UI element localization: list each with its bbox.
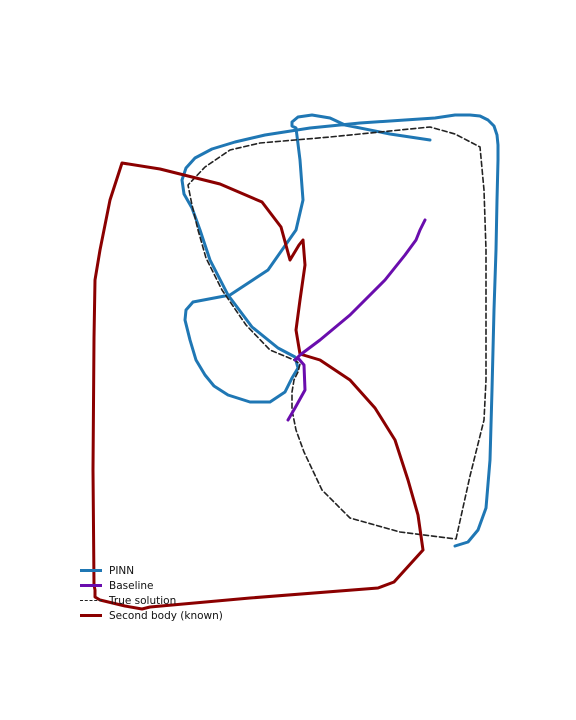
series-line-baseline (286, 218, 427, 422)
legend-label-baseline: Baseline (109, 579, 154, 592)
legend-item-baseline: Baseline (80, 578, 223, 593)
legend-swatch-pinn (80, 569, 102, 572)
series-line-pinn (180, 113, 500, 548)
legend-item-true-solution: True solution (80, 593, 223, 608)
legend-swatch-second-body (80, 614, 102, 617)
series-line-second-body-known (91, 161, 425, 611)
legend-swatch-true-solution (80, 600, 102, 601)
series-line-true-solution (187, 126, 487, 540)
legend-label-pinn: PINN (109, 564, 135, 577)
legend-item-second-body: Second body (known) (80, 608, 223, 623)
legend-label-second-body: Second body (known) (109, 609, 223, 622)
legend-item-pinn: PINN (80, 563, 223, 578)
legend-swatch-baseline (80, 584, 102, 587)
legend-label-true-solution: True solution (109, 594, 177, 607)
legend: PINN Baseline True solution Second body … (80, 563, 223, 623)
